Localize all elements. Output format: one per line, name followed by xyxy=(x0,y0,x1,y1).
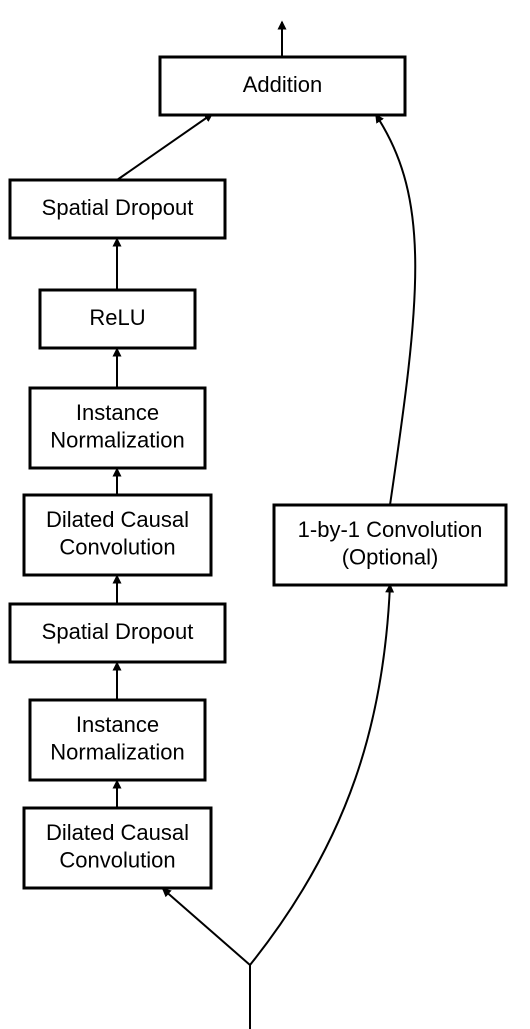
node-dcc2-label: Dilated Causal xyxy=(46,507,189,532)
diagram-canvas: Addition Spatial Dropout ReLU Instance Norma… xyxy=(0,0,530,1029)
node-relu-label: ReLU xyxy=(89,305,145,330)
edge-sp2_addition xyxy=(117,114,212,180)
node-addition: Addition xyxy=(160,57,405,115)
node-sp1: Spatial Dropout xyxy=(10,604,225,662)
edge-conv_addition xyxy=(376,115,415,505)
node-dcc2-label: Convolution xyxy=(59,535,175,560)
node-dcc1: Dilated Causal Convolution xyxy=(24,808,211,888)
node-in2-label: Instance xyxy=(76,400,159,425)
node-conv1x1: 1-by-1 Convolution (Optional) xyxy=(274,505,506,585)
node-sp1-label: Spatial Dropout xyxy=(42,619,194,644)
node-in2: Instance Normalization xyxy=(30,388,205,468)
node-in2-label: Normalization xyxy=(50,428,185,453)
edge-input_conv xyxy=(250,585,390,965)
node-sp2-label: Spatial Dropout xyxy=(42,195,194,220)
node-addition-label: Addition xyxy=(243,72,323,97)
boxes-layer: Addition Spatial Dropout ReLU Instance Norma… xyxy=(10,57,506,888)
edge-input_dcc1 xyxy=(163,889,250,965)
node-dcc1-label: Dilated Causal xyxy=(46,820,189,845)
node-dcc1-label: Convolution xyxy=(59,848,175,873)
node-in1-label: Normalization xyxy=(50,740,185,765)
node-in1-label: Instance xyxy=(76,712,159,737)
node-conv1x1-label: 1-by-1 Convolution xyxy=(298,517,483,542)
node-sp2: Spatial Dropout xyxy=(10,180,225,238)
node-relu: ReLU xyxy=(40,290,195,348)
node-dcc2: Dilated Causal Convolution xyxy=(24,495,211,575)
node-in1: Instance Normalization xyxy=(30,700,205,780)
node-conv1x1-label: (Optional) xyxy=(342,545,439,570)
